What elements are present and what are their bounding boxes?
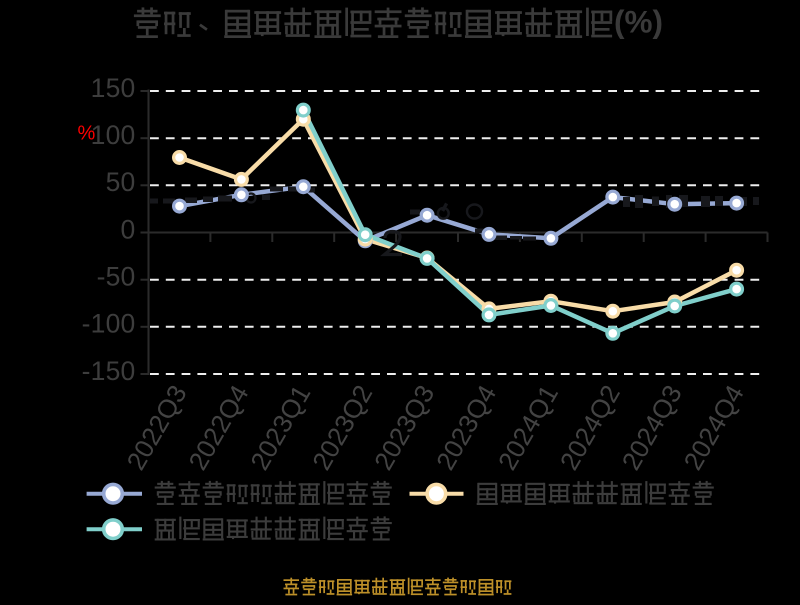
svg-text:50: 50 [106, 167, 136, 197]
svg-text:%: % [78, 122, 96, 144]
svg-text:150: 150 [91, 73, 136, 103]
svg-text:-50: -50 [97, 262, 136, 292]
svg-text:-100: -100 [82, 309, 136, 339]
svg-text:100: 100 [91, 120, 136, 150]
svg-text:-150: -150 [82, 356, 136, 386]
svg-text:0: 0 [121, 214, 136, 244]
svg-text:(%): (%) [614, 4, 663, 40]
